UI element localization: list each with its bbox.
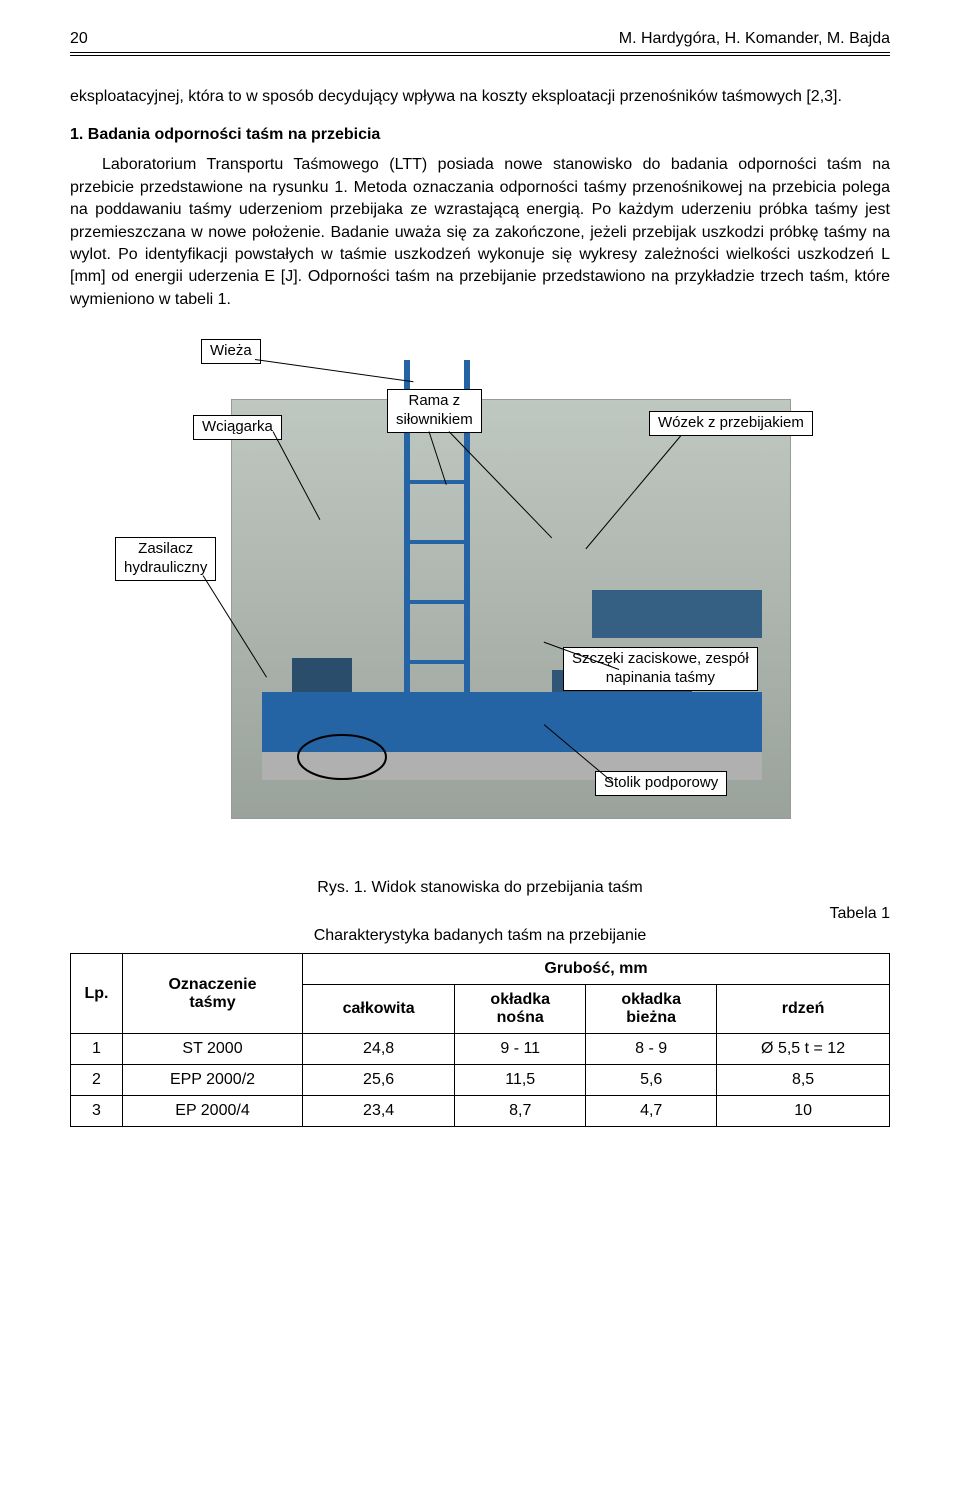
- header-divider-top: [70, 52, 890, 53]
- cell-biezna: 4,7: [586, 1096, 717, 1127]
- cell-lp: 2: [71, 1065, 123, 1096]
- th-lp: Lp.: [71, 954, 123, 1034]
- cell-ozn: ST 2000: [123, 1034, 303, 1065]
- callout-zasilacz: Zasilacz hydrauliczny: [115, 537, 216, 581]
- callout-rama: Rama z siłownikiem: [387, 389, 482, 433]
- page-header: 20 M. Hardygóra, H. Komander, M. Bajda: [70, 30, 890, 48]
- table-number: Tabela 1: [70, 905, 890, 923]
- th-rdzen: rdzeń: [717, 985, 890, 1034]
- page-number: 20: [70, 30, 88, 48]
- table-row: 1 ST 2000 24,8 9 - 11 8 - 9 Ø 5,5 t = 12: [71, 1034, 890, 1065]
- cell-biezna: 8 - 9: [586, 1034, 717, 1065]
- cell-calk: 24,8: [303, 1034, 455, 1065]
- table-row: 3 EP 2000/4 23,4 8,7 4,7 10: [71, 1096, 890, 1127]
- leader-wieza: [255, 359, 414, 382]
- tower-brace-4: [404, 600, 470, 604]
- callout-wieza: Wieża: [201, 339, 261, 364]
- cell-rdzen: Ø 5,5 t = 12: [717, 1034, 890, 1065]
- winch-block: [292, 658, 352, 692]
- tower-brace-3: [404, 540, 470, 544]
- th-calk: całkowita: [303, 985, 455, 1034]
- th-ozn: Oznaczenie taśmy: [123, 954, 303, 1034]
- section-heading: 1. Badania odporności taśm na przebicia: [70, 126, 890, 144]
- th-nosna: okładka nośna: [455, 985, 586, 1034]
- th-biezna: okładka bieżna: [586, 985, 717, 1034]
- cell-rdzen: 8,5: [717, 1065, 890, 1096]
- th-grubosc: Grubość, mm: [303, 954, 890, 985]
- cell-nosna: 8,7: [455, 1096, 586, 1127]
- tower-brace-5: [404, 660, 470, 664]
- data-table: Lp. Oznaczenie taśmy Grubość, mm całkowi…: [70, 953, 890, 1127]
- tower-brace-2: [404, 480, 470, 484]
- callout-szczeki: Szczęki zaciskowe, zespół napinania taśm…: [563, 647, 758, 691]
- figure-caption: Rys. 1. Widok stanowiska do przebijania …: [70, 879, 890, 897]
- callout-stolik: Stolik podporowy: [595, 771, 727, 796]
- cell-ozn: EP 2000/4: [123, 1096, 303, 1127]
- table-row: 2 EPP 2000/2 25,6 11,5 5,6 8,5: [71, 1065, 890, 1096]
- table-caption: Charakterystyka badanych taśm na przebij…: [70, 927, 890, 945]
- cell-calk: 23,4: [303, 1096, 455, 1127]
- figure-diagram: Wieża Wciągarka Rama z siłownikiem Wózek…: [115, 339, 845, 859]
- callout-wozek: Wózek z przebijakiem: [649, 411, 813, 436]
- carriage: [592, 590, 762, 638]
- body-paragraph: Laboratorium Transportu Taśmowego (LTT) …: [70, 154, 890, 311]
- cell-calk: 25,6: [303, 1065, 455, 1096]
- cell-lp: 1: [71, 1034, 123, 1065]
- highlight-ellipse: [294, 730, 390, 784]
- callout-wciagarka: Wciągarka: [193, 415, 282, 440]
- authors: M. Hardygóra, H. Komander, M. Bajda: [619, 30, 890, 48]
- cell-lp: 3: [71, 1096, 123, 1127]
- cell-ozn: EPP 2000/2: [123, 1065, 303, 1096]
- header-divider-bottom: [70, 55, 890, 56]
- intro-paragraph: eksploatacyjnej, która to w sposób decyd…: [70, 86, 890, 108]
- cell-nosna: 11,5: [455, 1065, 586, 1096]
- cell-biezna: 5,6: [586, 1065, 717, 1096]
- table-body: 1 ST 2000 24,8 9 - 11 8 - 9 Ø 5,5 t = 12…: [71, 1034, 890, 1127]
- photo-background: [231, 399, 791, 819]
- cell-nosna: 9 - 11: [455, 1034, 586, 1065]
- cell-rdzen: 10: [717, 1096, 890, 1127]
